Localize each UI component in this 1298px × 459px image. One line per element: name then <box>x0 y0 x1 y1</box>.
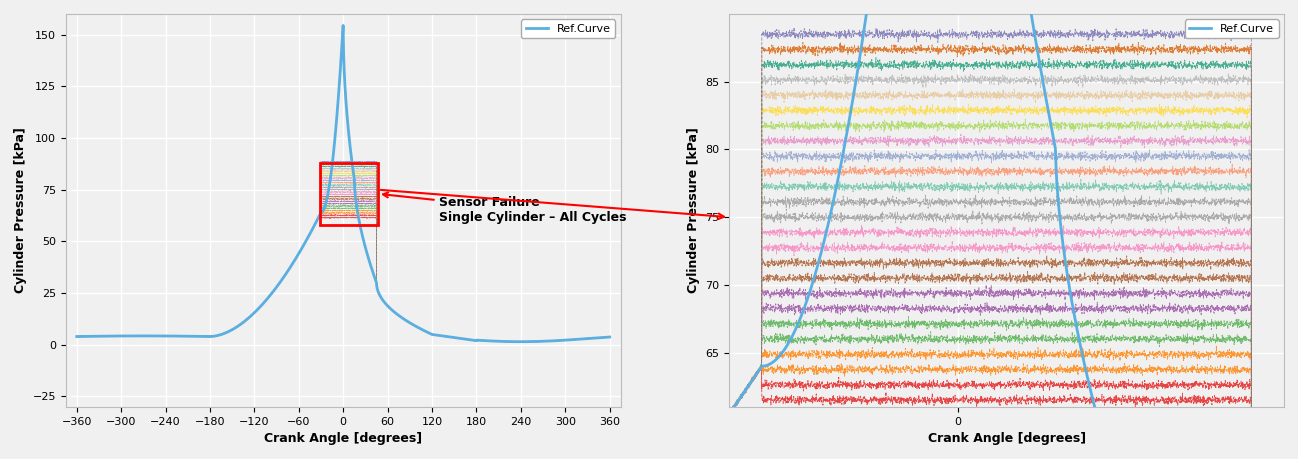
Ref.Curve <box>391 313 406 319</box>
Bar <box>319 163 378 225</box>
X-axis label: Crank Angle [degrees]: Crank Angle [degrees] <box>928 432 1085 445</box>
Ref.Curve <box>218 330 234 336</box>
Line: Ref.Curve: Ref.Curve <box>77 26 610 341</box>
Ref.Curve <box>183 334 199 339</box>
Ref.Curve <box>722 412 737 417</box>
Ref.Curve <box>602 334 618 340</box>
Ref.Curve <box>69 334 84 339</box>
Ref.Curve <box>335 23 350 28</box>
Ref.Curve <box>749 370 765 375</box>
Ref.Curve <box>513 339 528 344</box>
Ref.Curve <box>401 319 417 325</box>
X-axis label: Crank Angle [degrees]: Crank Angle [degrees] <box>263 432 422 445</box>
Legend: Ref.Curve: Ref.Curve <box>522 19 615 39</box>
Legend: Ref.Curve: Ref.Curve <box>1185 19 1279 39</box>
Line: Ref.Curve: Ref.Curve <box>729 0 1284 459</box>
Ref.Curve <box>552 338 567 343</box>
Text: Sensor Failure
Single Cylinder – All Cycles: Sensor Failure Single Cylinder – All Cyc… <box>383 192 627 224</box>
Y-axis label: Cylinder Pressure [kPa]: Cylinder Pressure [kPa] <box>687 128 700 293</box>
Y-axis label: Cylinder Pressure [kPa]: Cylinder Pressure [kPa] <box>14 128 27 293</box>
Ref.Curve <box>602 334 618 340</box>
